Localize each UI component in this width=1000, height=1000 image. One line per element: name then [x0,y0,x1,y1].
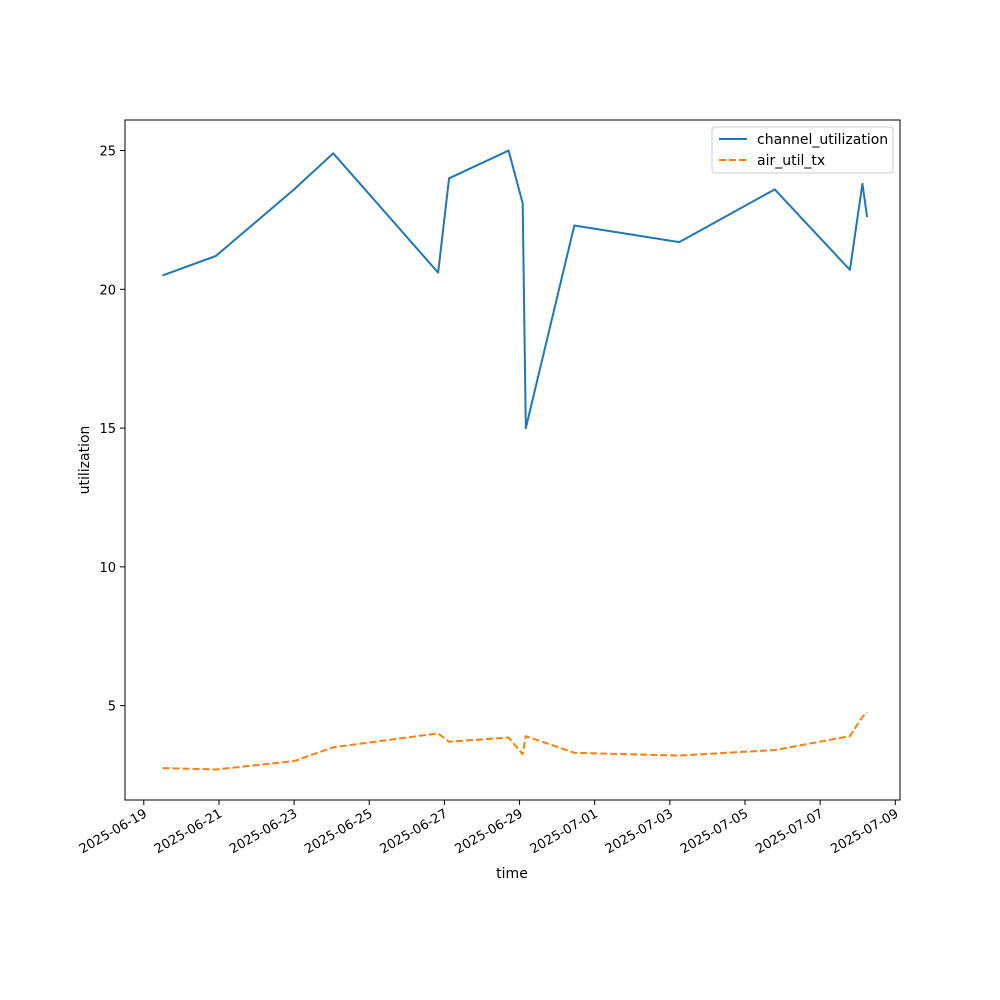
x-tick-label: 2025-07-01 [528,806,601,857]
x-axis-ticks: 2025-06-19 2025-06-21 2025-06-23 2025-06-25… [77,800,901,857]
x-tick-label: 2025-07-09 [828,806,901,857]
x-tick-label: 2025-06-25 [302,806,375,857]
y-tick-label: 15 [99,422,116,437]
y-tick-label: 20 [99,283,116,298]
x-tick-label: 2025-06-27 [377,806,450,857]
x-tick-label: 2025-06-29 [453,806,526,857]
y-tick-label: 25 [99,145,116,160]
series-layer [162,149,869,771]
y-axis-label: utilization [77,426,93,495]
series-line-channel-utilization [162,149,869,430]
plot-frame [124,119,901,801]
plot-area [125,120,900,800]
legend-label-channel-utilization: channel_utilization [757,132,888,148]
x-tick-label: 2025-06-19 [77,806,150,857]
legend-box [711,126,894,174]
series-line-air-util-tx [162,711,868,771]
x-tick-label: 2025-07-07 [753,806,826,857]
x-tick-label: 2025-06-21 [152,806,225,857]
x-tick-label: 2025-06-23 [227,806,300,857]
x-tick-label: 2025-07-05 [678,806,751,857]
y-tick-label: 5 [108,700,116,715]
y-axis-ticks: 5 10 15 20 25 [99,145,125,715]
x-tick-label: 2025-07-03 [603,806,676,857]
legend: channel_utilization air_util_tx [711,126,894,174]
y-tick-label: 10 [99,561,116,576]
legend-label-air-util-tx: air_util_tx [757,153,825,169]
x-axis-label: time [496,866,528,882]
